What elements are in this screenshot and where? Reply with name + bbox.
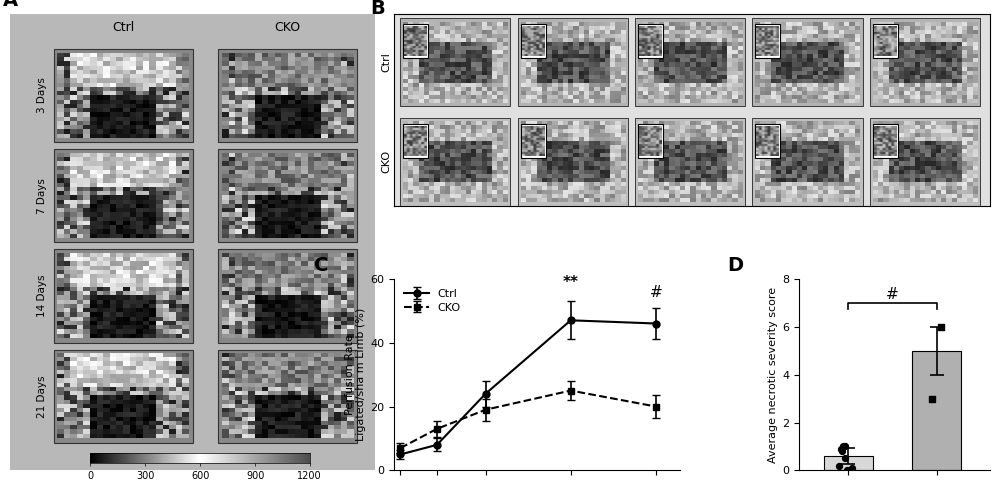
Y-axis label: Average necrotic severity score: Average necrotic severity score [768,287,778,463]
Point [831,462,847,469]
Point [924,395,940,402]
Point [834,447,850,455]
Bar [635,18,745,107]
Point [844,464,860,472]
Bar [54,48,193,142]
Text: Ctrl: Ctrl [381,52,391,72]
Bar [870,18,980,107]
Bar [521,24,546,58]
Bar [870,118,980,206]
Bar [912,351,961,470]
Text: 3 Days: 3 Days [37,77,47,113]
Text: 21 Days: 21 Days [37,375,47,418]
Bar [218,48,357,142]
Text: C: C [314,256,329,275]
Bar [638,124,663,157]
Point [933,323,949,331]
Text: **: ** [563,275,579,290]
Text: B: B [370,0,385,18]
Bar [824,456,873,470]
Text: 14 Days: 14 Days [37,275,47,317]
Bar [638,24,663,58]
Bar [400,18,510,107]
Bar [400,118,510,206]
Bar [218,349,357,443]
Text: #: # [886,287,899,301]
Bar [518,118,628,206]
Bar [635,118,745,206]
Text: A: A [3,0,18,10]
Point [839,467,855,474]
Text: Ctrl: Ctrl [112,21,134,34]
Bar [752,18,863,107]
Y-axis label: Perfusion Rate
Ligated/sha m Limb (%): Perfusion Rate Ligated/sha m Limb (%) [345,308,366,441]
Point [833,445,849,453]
Bar [518,18,628,107]
Bar [54,249,193,343]
Bar [218,149,357,242]
Text: CKO: CKO [381,150,391,173]
Bar [521,124,546,157]
Bar [218,249,357,343]
Bar [873,124,898,157]
Bar [755,24,780,58]
Bar [54,349,193,443]
Text: 7 Days: 7 Days [37,178,47,214]
Bar [755,124,780,157]
Text: CKO: CKO [274,21,301,34]
Text: D: D [727,256,743,275]
Bar [752,118,863,206]
Point [837,443,853,450]
Point [837,455,853,462]
Text: #: # [650,285,662,300]
Legend: Ctrl, CKO: Ctrl, CKO [400,284,465,317]
Bar [54,149,193,242]
Bar [873,24,898,58]
Bar [403,24,428,58]
Bar [403,124,428,157]
Point [835,443,851,450]
